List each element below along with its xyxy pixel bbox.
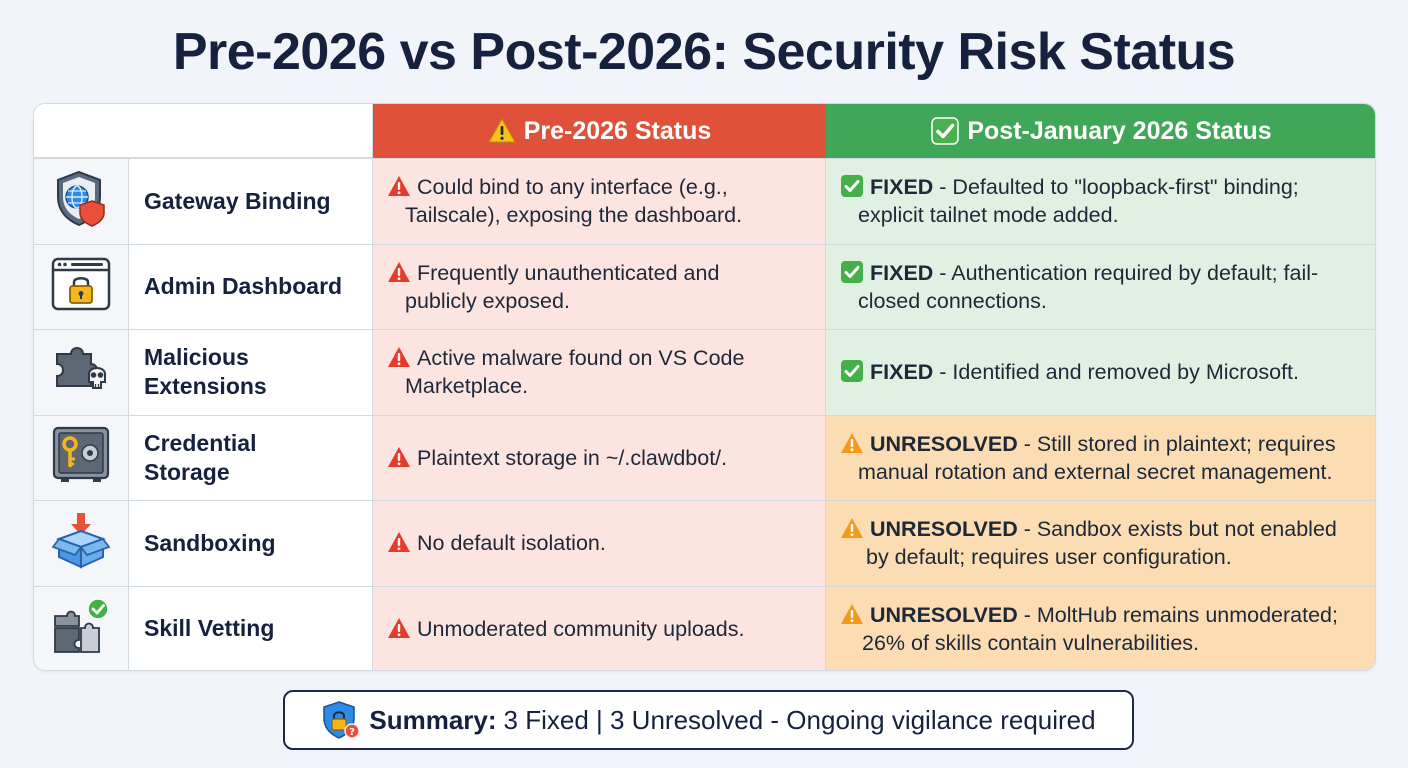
status-badge: UNRESOLVED: [870, 602, 1018, 627]
pre-status-cell: No default isolation.: [373, 501, 826, 586]
box-arrow-icon: [51, 511, 111, 576]
puzzle-check-icon: [51, 596, 111, 661]
post-status-cell: UNRESOLVED - Sandbox exists but not enab…: [826, 501, 1375, 586]
svg-text:?: ?: [349, 727, 355, 738]
shield-lock-icon: ?: [321, 700, 361, 740]
table-row: Skill Vetting Unmoderated community uplo…: [34, 585, 1375, 670]
pre-status-cell: Frequently unauthenticated and publicly …: [373, 244, 826, 329]
header-blank-cell: [34, 104, 373, 158]
safe-key-icon: [51, 425, 111, 490]
feature-malicious-extensions: Malicious Extensions: [129, 330, 373, 415]
checkmark-icon: [840, 360, 864, 383]
feature-skill-vetting: Skill Vetting: [129, 586, 373, 670]
status-badge: FIXED: [870, 360, 934, 385]
table-row: Malicious Extensions Active malware found…: [34, 329, 1375, 415]
status-badge: UNRESOLVED: [870, 431, 1018, 456]
post-status-cell: FIXED - Identified and removed by Micros…: [826, 330, 1375, 415]
page-title: Pre-2026 vs Post-2026: Security Risk Sta…: [172, 23, 1236, 81]
globe-shield-icon: [54, 169, 108, 234]
pre-status-cell: Active malware found on VS Code Marketpl…: [373, 330, 826, 415]
status-badge: FIXED: [870, 260, 934, 285]
feature-admin-dashboard: Admin Dashboard: [129, 244, 373, 329]
summary-text: 3 Fixed | 3 Unresolved - Ongoing vigilan…: [503, 704, 1096, 735]
status-badge: UNRESOLVED: [870, 517, 1018, 542]
status-badge: FIXED: [870, 175, 934, 200]
warning-icon: [387, 346, 411, 368]
header-pre-label: Pre-2026 Status: [523, 116, 712, 145]
warning-icon: [487, 117, 516, 145]
browser-lock-icon: [51, 256, 111, 317]
warning-icon: [387, 261, 411, 283]
checkmark-icon: [931, 117, 960, 145]
table-row: Sandboxing No default isolation. UNRESOL…: [34, 500, 1375, 586]
header-post-label: Post-January 2026 Status: [967, 116, 1272, 145]
post-status-cell: FIXED - Defaulted to "loopback-first" bi…: [826, 159, 1375, 244]
comparison-table: Pre-2026 Status Post-January 2026 Status: [33, 103, 1376, 671]
warning-icon: [387, 531, 411, 553]
checkmark-icon: [840, 175, 864, 198]
pre-status-cell: Unmoderated community uploads.: [373, 586, 826, 670]
post-status-cell: UNRESOLVED - MoltHub remains unmoderated…: [826, 586, 1375, 670]
warning-icon: [840, 603, 864, 625]
post-status-cell: UNRESOLVED - Still stored in plaintext; …: [826, 415, 1375, 500]
header-post-2026: Post-January 2026 Status: [826, 104, 1375, 158]
pre-status-cell: Could bind to any interface (e.g., Tails…: [373, 159, 826, 244]
summary-box: ? Summary: 3 Fixed | 3 Unresolved - Ongo…: [283, 690, 1134, 750]
table-row: Admin Dashboard Frequently unauthenticat…: [34, 243, 1375, 329]
table-row: Gateway Binding Could bind to any interf…: [34, 158, 1375, 244]
warning-icon: [387, 175, 411, 197]
feature-gateway-binding: Gateway Binding: [129, 159, 373, 244]
warning-icon: [387, 446, 411, 468]
warning-icon: [840, 517, 864, 539]
warning-icon: [387, 617, 411, 639]
pre-status-cell: Plaintext storage in ~/.clawdbot/.: [373, 415, 826, 500]
feature-credential-storage: Credential Storage: [129, 415, 373, 500]
post-status-cell: FIXED - Authentication required by defau…: [826, 244, 1375, 329]
summary-label: Summary:: [369, 704, 497, 735]
table-row: Credential Storage Plaintext storage in ~…: [34, 414, 1375, 500]
feature-sandboxing: Sandboxing: [129, 501, 373, 586]
puzzle-skull-icon: [51, 340, 111, 405]
warning-icon: [840, 432, 864, 454]
header-pre-2026: Pre-2026 Status: [373, 104, 826, 158]
checkmark-icon: [840, 260, 864, 283]
